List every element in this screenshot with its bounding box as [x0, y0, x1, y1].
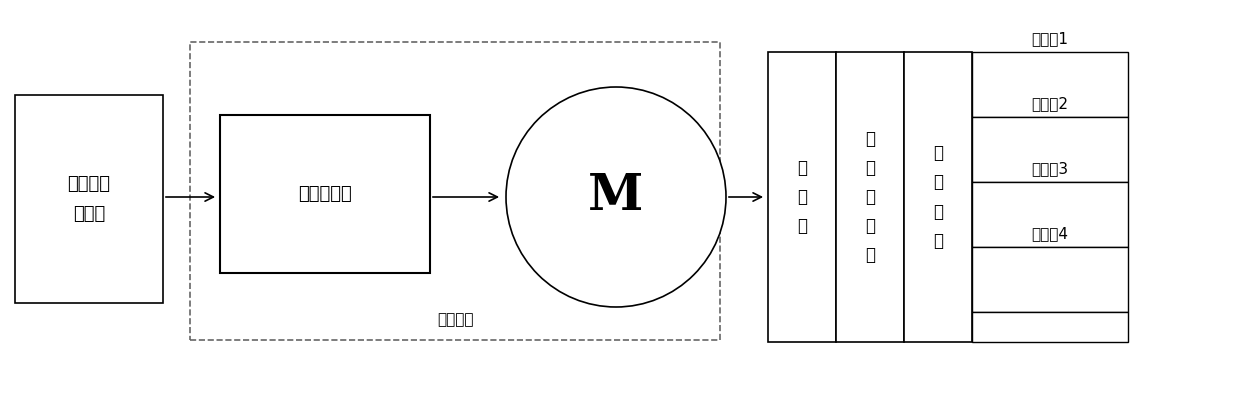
- Bar: [190, 42, 720, 340]
- Text: 空调系统
控制器: 空调系统 控制器: [67, 176, 110, 222]
- Text: 鼓
风
机: 鼓 风 机: [797, 159, 807, 235]
- Circle shape: [506, 87, 725, 307]
- Bar: [904, 52, 972, 342]
- Text: 管
道
系
统: 管 道 系 统: [932, 144, 942, 250]
- Text: 出风区2: 出风区2: [1032, 96, 1069, 111]
- Bar: [972, 182, 1128, 247]
- Bar: [972, 247, 1128, 312]
- Bar: [972, 117, 1128, 182]
- Bar: [972, 312, 1128, 342]
- Bar: [15, 95, 162, 303]
- Text: 出风区3: 出风区3: [1032, 161, 1069, 176]
- Bar: [836, 52, 904, 342]
- Text: 出风区4: 出风区4: [1032, 226, 1069, 241]
- Text: 空
气
过
滤
网: 空 气 过 滤 网: [866, 130, 875, 264]
- Bar: [219, 115, 430, 273]
- Text: 电机单体: 电机单体: [436, 312, 474, 328]
- Text: 出风区1: 出风区1: [1032, 31, 1069, 46]
- Bar: [972, 52, 1128, 117]
- Text: M: M: [588, 172, 644, 222]
- Text: 电机控制器: 电机控制器: [298, 185, 352, 203]
- Bar: [768, 52, 836, 342]
